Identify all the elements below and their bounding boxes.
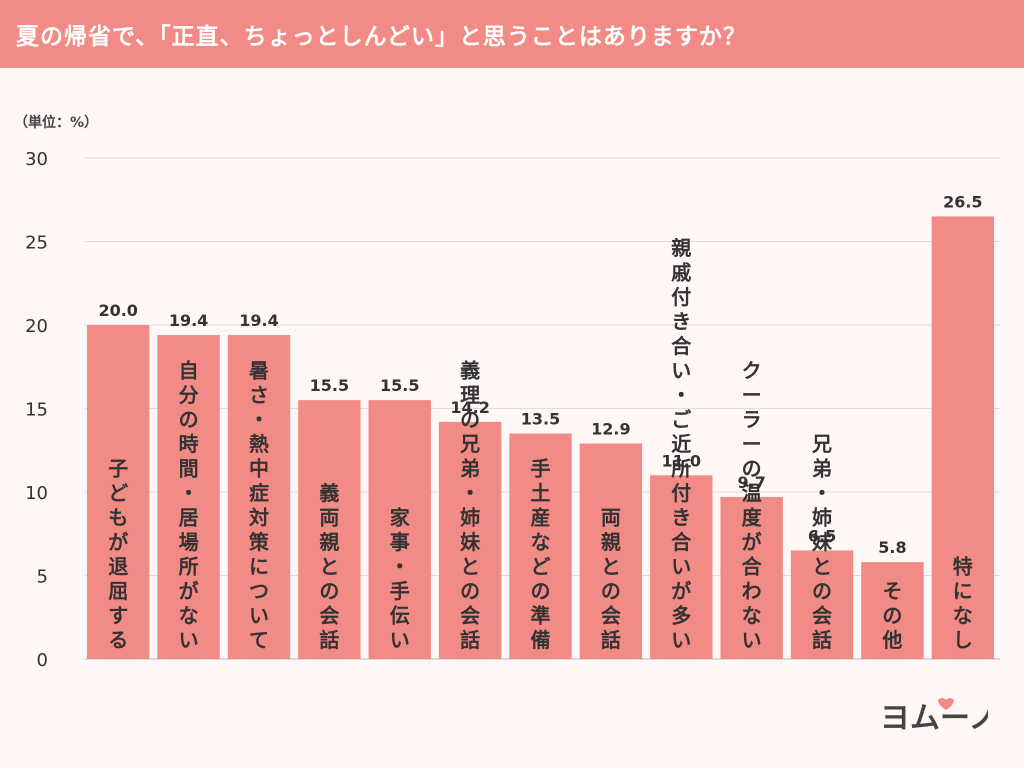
value-label: 20.0 bbox=[98, 301, 137, 320]
value-label: 11.0 bbox=[662, 451, 701, 470]
category-label: 自分の時間・居場所がない bbox=[179, 359, 199, 653]
y-tick-label: 5 bbox=[37, 567, 48, 588]
title-banner: 夏の帰省で、「正直、ちょっとしんどい」と思うことはありますか？ bbox=[0, 0, 1024, 68]
category-label: その他 bbox=[881, 579, 902, 652]
bar bbox=[650, 475, 713, 659]
bar bbox=[87, 325, 150, 659]
category-label: 特になし bbox=[953, 555, 973, 653]
category-label: 兄弟・姉妹との会話 bbox=[811, 432, 833, 652]
y-tick-label: 25 bbox=[25, 233, 48, 254]
yomuno-logo: ヨムーノ bbox=[880, 698, 988, 736]
category-label: 両親との会話 bbox=[601, 506, 621, 653]
category-label: クーラーの温度が合わない bbox=[742, 359, 763, 653]
page-title: 夏の帰省で、「正直、ちょっとしんどい」と思うことはありますか？ bbox=[16, 24, 747, 50]
value-label: 6.5 bbox=[808, 526, 836, 545]
bar bbox=[790, 550, 854, 659]
bar bbox=[931, 216, 994, 659]
bar bbox=[227, 335, 291, 659]
value-label: 15.5 bbox=[310, 376, 349, 395]
bar bbox=[438, 421, 502, 659]
category-label: 暑さ・熱中症対策について bbox=[248, 359, 270, 653]
bar bbox=[368, 400, 431, 659]
value-label: 15.5 bbox=[380, 376, 419, 395]
value-label: 19.4 bbox=[239, 311, 278, 330]
y-tick-label: 15 bbox=[25, 400, 48, 421]
logo-text: ヨムーノ bbox=[880, 701, 988, 736]
category-label: 義理の兄弟・姉妹との会話 bbox=[459, 359, 481, 653]
unit-label: （単位：%） bbox=[14, 115, 99, 131]
bar-chart: 0 5 10 15 20 25 30 20.0 子どもが退屈する 19.4 自分の時間・居場所がない… bbox=[25, 149, 1000, 671]
value-label: 14.2 bbox=[450, 398, 489, 417]
bar bbox=[298, 400, 361, 659]
category-label: 手土産などの準備 bbox=[531, 457, 551, 653]
value-label: 9.7 bbox=[737, 473, 765, 492]
category-label: 子どもが退屈する bbox=[108, 457, 128, 653]
bar bbox=[157, 335, 220, 659]
category-label: 義両親との会話 bbox=[319, 481, 339, 652]
y-tick-label: 30 bbox=[25, 149, 48, 170]
value-label: 26.5 bbox=[943, 192, 982, 211]
y-tick-label: 20 bbox=[25, 316, 48, 337]
logo-heart-icon bbox=[938, 698, 954, 710]
value-label: 12.9 bbox=[591, 420, 630, 439]
bar bbox=[509, 433, 572, 659]
category-label: 親戚付き合い・ご近所付き合いが多い bbox=[671, 236, 692, 652]
y-tick-label: 0 bbox=[37, 650, 48, 671]
category-label: 家事・手伝い bbox=[390, 506, 411, 653]
bar bbox=[579, 443, 643, 659]
value-label: 19.4 bbox=[169, 311, 208, 330]
value-label: 5.8 bbox=[878, 538, 906, 557]
y-tick-label: 10 bbox=[25, 483, 48, 504]
bar bbox=[720, 497, 783, 659]
bar bbox=[861, 562, 924, 659]
value-label: 13.5 bbox=[521, 410, 560, 429]
